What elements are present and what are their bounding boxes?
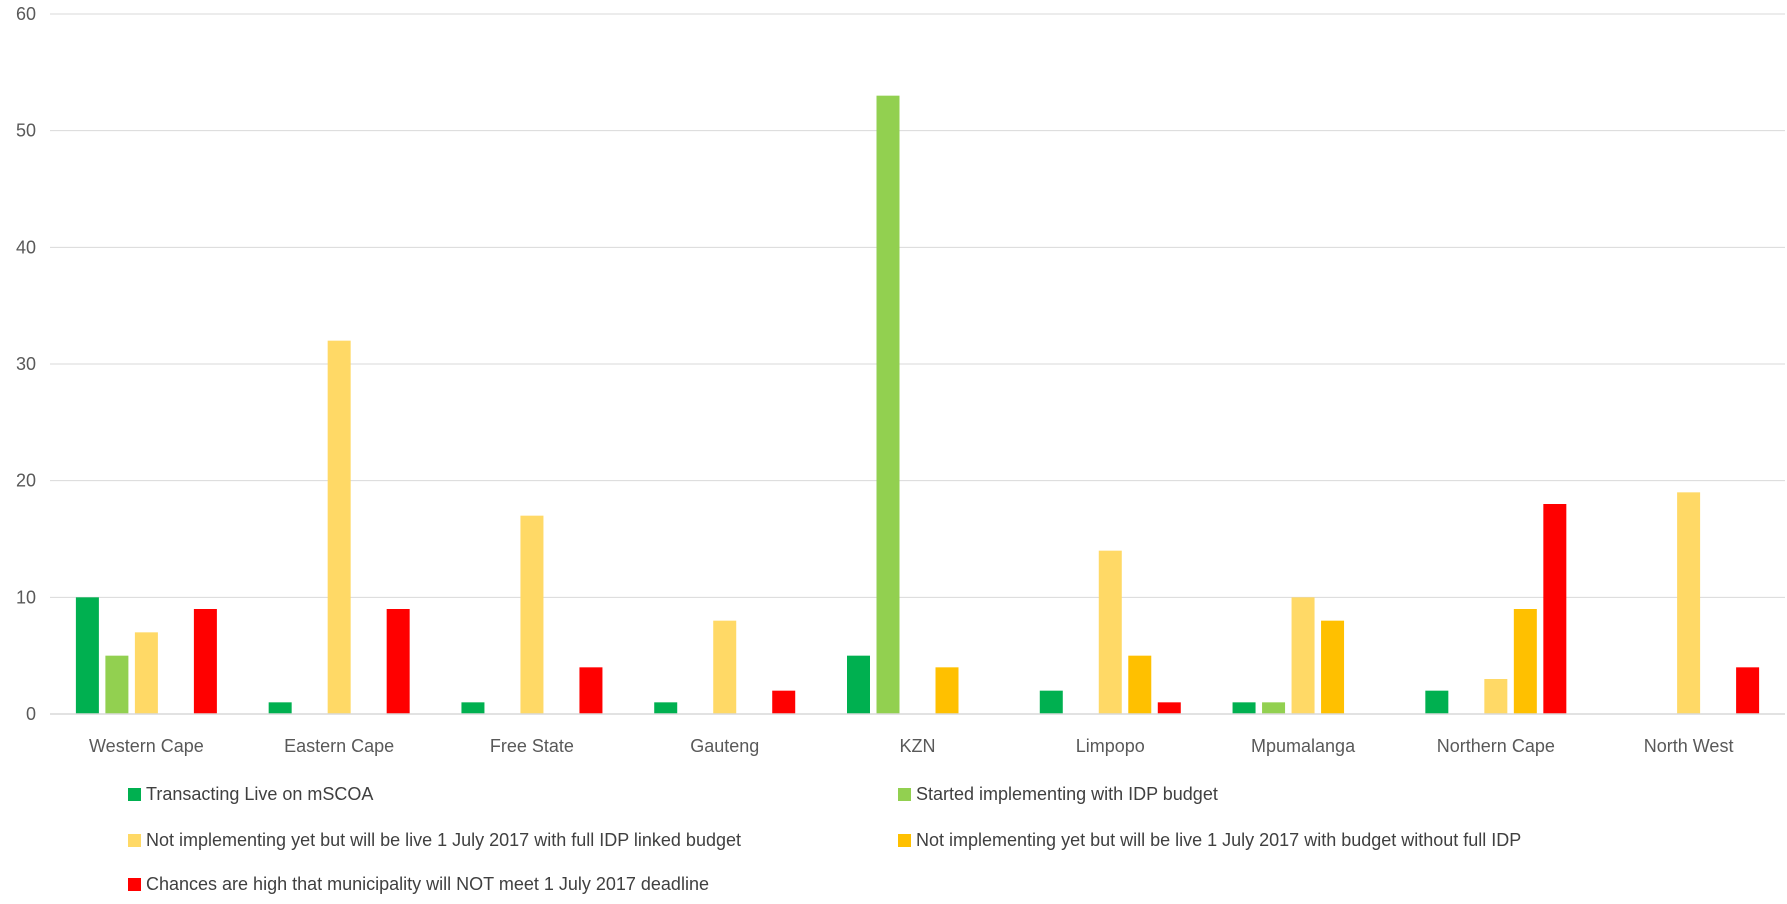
legend-swatch: [128, 878, 141, 891]
y-tick-label: 50: [16, 121, 36, 141]
legend-label: Chances are high that municipality will …: [146, 874, 709, 894]
bar-kzn-series-1: [847, 655, 870, 714]
x-tick-label: Northern Cape: [1437, 736, 1555, 756]
bar-free-state-series-3: [520, 515, 544, 714]
legend-swatch: [128, 788, 141, 801]
legend-swatch: [128, 834, 141, 847]
legend: Transacting Live on mSCOA Started impleme…: [128, 784, 1521, 894]
y-tick-label: 40: [16, 237, 36, 257]
x-tick-label: North West: [1644, 736, 1734, 756]
legend-item: Not implementing yet but will be live 1 …: [128, 830, 741, 850]
x-tick-label: Free State: [490, 736, 574, 756]
bar-gauteng-series-3: [713, 620, 737, 714]
y-tick-label: 0: [26, 704, 36, 724]
legend-label: Not implementing yet but will be live 1 …: [916, 830, 1521, 850]
x-axis-ticks: Western Cape Eastern Cape Free State Gauten…: [89, 736, 1733, 756]
legend-swatch: [898, 788, 911, 801]
bar-eastern-cape-series-5: [386, 609, 410, 714]
legend-item: Transacting Live on mSCOA: [128, 784, 373, 804]
bar-western-cape-series-3: [134, 632, 158, 714]
y-tick-label: 30: [16, 354, 36, 374]
grid-lines: [50, 13, 1785, 598]
bar-eastern-cape-series-1: [268, 702, 292, 714]
x-tick-label: Eastern Cape: [284, 736, 394, 756]
bar-mpumalanga-series-3: [1291, 597, 1315, 714]
bar-kzn-series-4: [935, 667, 959, 714]
legend-item: Started implementing with IDP budget: [898, 784, 1218, 804]
bars: [75, 95, 1760, 714]
bar-eastern-cape-series-3: [327, 340, 351, 714]
bar-northern-cape-series-5: [1543, 504, 1567, 714]
bar-western-cape-series-2: [105, 655, 129, 714]
bar-limpopo-series-3: [1098, 550, 1122, 714]
bar-northern-cape-series-3: [1484, 679, 1508, 714]
y-tick-label: 20: [16, 471, 36, 491]
legend-label: Started implementing with IDP budget: [916, 784, 1218, 804]
bar-western-cape-series-5: [193, 609, 217, 714]
bar-limpopo-series-1: [1039, 690, 1063, 714]
y-tick-label: 10: [16, 587, 36, 607]
bar-mpumalanga-series-1: [1232, 702, 1256, 714]
bar-north-west-series-5: [1736, 667, 1760, 714]
bar-northern-cape-series-1: [1425, 690, 1449, 714]
bar-limpopo-series-4: [1128, 655, 1152, 714]
legend-label: Transacting Live on mSCOA: [146, 784, 373, 804]
x-tick-label: Western Cape: [89, 736, 204, 756]
bar-free-state-series-1: [461, 702, 485, 714]
bar-mpumalanga-series-2: [1262, 702, 1286, 714]
bar-gauteng-series-1: [654, 702, 678, 714]
bar-western-cape-series-1: [75, 597, 99, 714]
legend-item: Chances are high that municipality will …: [128, 874, 709, 894]
bar-mpumalanga-series-4: [1321, 620, 1345, 714]
x-tick-label: Limpopo: [1076, 736, 1145, 756]
x-tick-label: KZN: [900, 736, 936, 756]
y-tick-label: 60: [16, 4, 36, 24]
x-tick-label: Mpumalanga: [1251, 736, 1356, 756]
legend-item: Not implementing yet but will be live 1 …: [898, 830, 1521, 850]
bar-free-state-series-5: [579, 667, 603, 714]
bar-kzn-series-2: [876, 95, 900, 714]
legend-swatch: [898, 834, 911, 847]
x-tick-label: Gauteng: [690, 736, 759, 756]
bar-gauteng-series-5: [772, 690, 796, 714]
bar-north-west-series-3: [1677, 492, 1701, 714]
legend-label: Not implementing yet but will be live 1 …: [146, 830, 741, 850]
bar-limpopo-series-5: [1157, 702, 1181, 714]
bar-northern-cape-series-4: [1513, 609, 1537, 714]
y-axis-ticks: 0 10 20 30 40 50 60: [16, 4, 36, 724]
